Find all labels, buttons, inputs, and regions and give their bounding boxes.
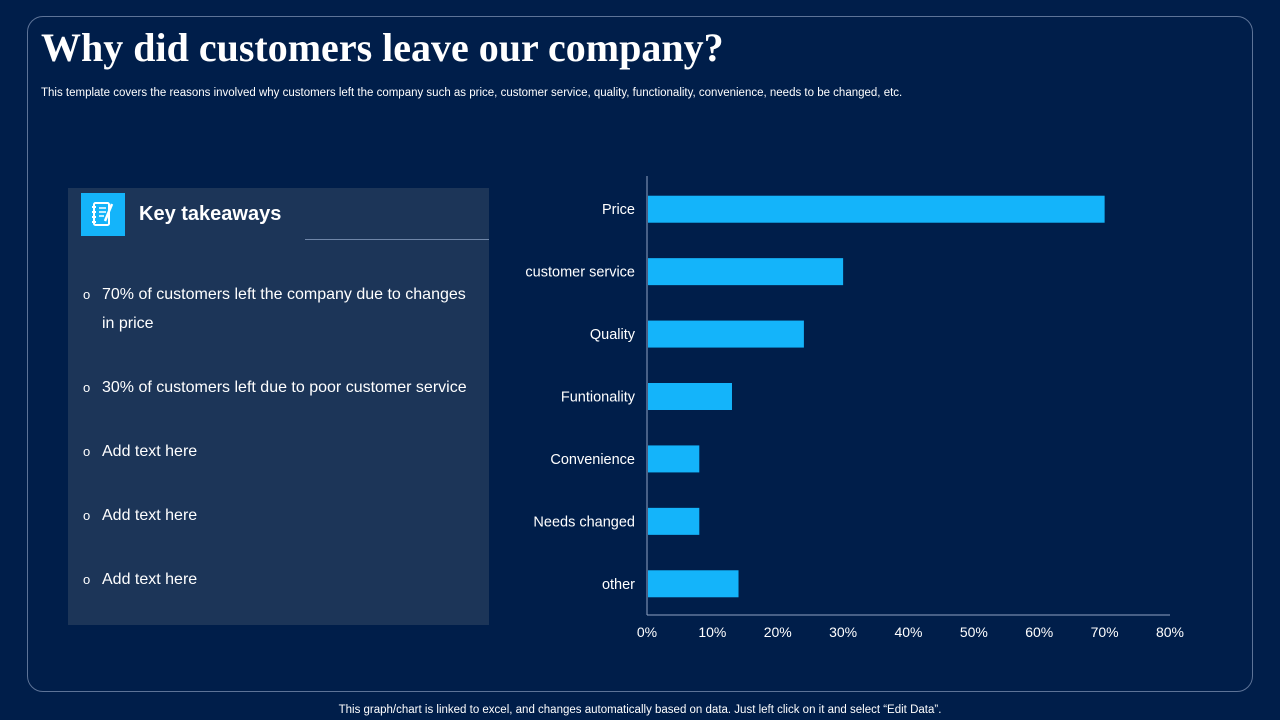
reasons-bar-chart: Price customer service Quality Funtionality… xyxy=(525,176,1184,640)
bar-price xyxy=(648,195,1105,223)
x-tick-label: 80% xyxy=(1156,624,1184,640)
bar-customer-service xyxy=(648,258,844,286)
footer-note: This graph/chart is linked to excel, and… xyxy=(338,704,942,716)
x-tick-label: 0% xyxy=(637,624,657,640)
takeaway-item: o 30% of customers left due to poor cust… xyxy=(83,373,473,402)
takeaway-item: o Add text here xyxy=(83,501,473,530)
x-tick-label: 20% xyxy=(764,624,792,640)
takeaway-text: Add text here xyxy=(102,571,198,588)
bullet-circle-icon: o xyxy=(83,508,91,523)
x-tick-label: 30% xyxy=(829,624,857,640)
takeaway-item: o Add text here xyxy=(83,437,473,466)
heading-divider xyxy=(305,239,489,240)
page-title: Why did customers leave our company? xyxy=(41,25,724,70)
takeaway-item: o Add text here xyxy=(83,565,473,594)
bullet-circle-icon: o xyxy=(83,572,91,587)
takeaway-text: Add text here xyxy=(102,507,198,524)
takeaway-item: o 70% of customers left the company due … xyxy=(83,280,473,338)
x-tick-label: 40% xyxy=(894,624,922,640)
x-tick-label: 60% xyxy=(1025,624,1053,640)
x-tick-label: 70% xyxy=(1091,624,1119,640)
key-takeaways-heading: Key takeaways xyxy=(139,203,282,225)
category-label: customer service xyxy=(525,265,635,281)
slide-frame xyxy=(27,16,1253,692)
category-label: Needs changed xyxy=(533,514,635,530)
bar-quality xyxy=(648,320,804,348)
bullet-circle-icon: o xyxy=(83,444,91,459)
category-label: Price xyxy=(602,202,635,218)
category-label: Convenience xyxy=(550,452,635,468)
x-tick-label: 10% xyxy=(698,624,726,640)
takeaway-text: 70% of customers left the company due to… xyxy=(102,286,466,332)
category-label: Funtionality xyxy=(561,390,636,406)
category-label: Quality xyxy=(590,327,636,343)
x-tick-label: 50% xyxy=(960,624,988,640)
category-label: other xyxy=(602,577,635,593)
takeaway-text: 30% of customers left due to poor custom… xyxy=(102,379,467,396)
bar-other xyxy=(648,570,739,598)
notepad-icon xyxy=(81,193,125,236)
takeaway-text: Add text here xyxy=(102,443,198,460)
page-subtitle: This template covers the reasons involve… xyxy=(41,87,903,99)
bar-funtionality xyxy=(648,383,732,410)
bullet-circle-icon: o xyxy=(83,287,91,302)
bar-needs-changed xyxy=(648,507,700,535)
key-takeaways-panel: Key takeaways o 70% of customers left th… xyxy=(68,188,489,625)
bar-convenience xyxy=(648,445,700,473)
bullet-circle-icon: o xyxy=(83,380,91,395)
